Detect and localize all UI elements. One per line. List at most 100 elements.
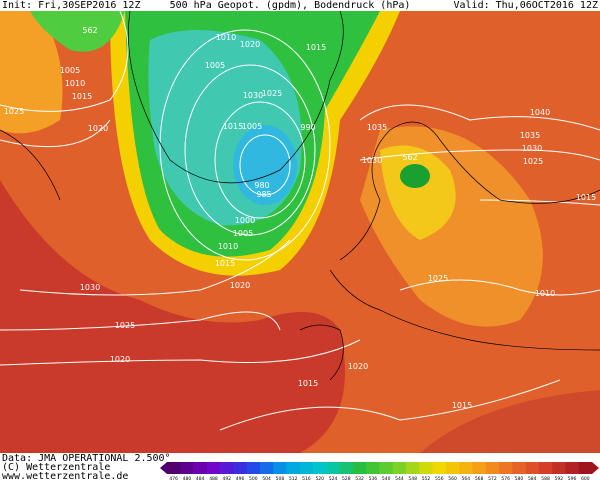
legend-label: 600 <box>581 476 590 482</box>
legend-swatch <box>339 462 354 474</box>
legend-label: 560 <box>448 476 457 482</box>
copyright: (C) Wetterzentrale <box>2 462 110 473</box>
legend-label: 556 <box>435 476 444 482</box>
legend-swatch <box>220 462 234 474</box>
isobar-label: 1035 <box>367 123 387 132</box>
isobar-label: 1005 <box>60 66 80 75</box>
legend-label: 500 <box>249 476 258 482</box>
legend-label: 580 <box>515 476 524 482</box>
warm-area <box>420 390 600 453</box>
isobar-label: 1020 <box>88 124 108 133</box>
warm-area <box>0 180 345 453</box>
legend-label: 588 <box>541 476 550 482</box>
isobar-label: 990 <box>300 123 315 132</box>
legend-label: 520 <box>315 476 324 482</box>
legend-label: 596 <box>568 476 577 482</box>
legend-swatch <box>445 462 460 474</box>
isobar-label: 562 <box>82 26 97 35</box>
ridge-area <box>0 11 63 134</box>
legend-arrow <box>160 462 167 474</box>
legend-swatch <box>167 462 181 474</box>
legend-swatch <box>180 462 194 474</box>
isobar-label: 1005 <box>205 61 225 70</box>
legend-swatch <box>552 462 566 474</box>
isobar-label: 1005 <box>233 229 253 238</box>
legend-swatch <box>299 462 314 474</box>
legend-label: 528 <box>342 476 351 482</box>
trough-core <box>233 125 297 205</box>
isobar-label: 1010 <box>65 79 85 88</box>
isobar-label: 1015 <box>306 43 326 52</box>
isobar-label: 1030 <box>80 283 100 292</box>
legend-label: 476 <box>169 476 178 482</box>
map <box>0 11 600 453</box>
legend-swatch <box>525 462 540 474</box>
isobar-label: 1025 <box>523 157 543 166</box>
isobar-label: 562 <box>402 153 417 162</box>
legend-label: 480 <box>183 476 192 482</box>
valid-time: Valid: Thu,06OCT2016 12Z <box>454 0 599 11</box>
legend-label: 552 <box>422 476 431 482</box>
isobar-label: 1020 <box>110 355 130 364</box>
legend-swatch <box>352 462 367 474</box>
legend-swatch <box>472 462 487 474</box>
legend-label: 568 <box>475 476 484 482</box>
isobar-label: 1040 <box>530 108 550 117</box>
trough-yellow <box>380 145 456 240</box>
isobar-label: 1025 <box>262 89 282 98</box>
legend-label: 524 <box>329 476 338 482</box>
isobar-label: 1015 <box>298 379 318 388</box>
legend-label: 540 <box>382 476 391 482</box>
legend-swatch <box>246 462 261 474</box>
legend-label: 492 <box>222 476 231 482</box>
legend-swatch <box>286 462 301 474</box>
isobar-label: 1020 <box>230 281 250 290</box>
map-title: 500 hPa Geopot. (gpdm), Bodendruck (hPa) <box>170 0 411 11</box>
legend-swatch <box>233 462 247 474</box>
legend-swatch <box>313 462 327 474</box>
legend-label: 584 <box>528 476 537 482</box>
legend-swatch <box>206 462 221 474</box>
legend-label: 508 <box>276 476 285 482</box>
legend-label: 576 <box>501 476 510 482</box>
color-legend: 476 480 484 488 492 496 500 504 508 512 516 520 524 5… <box>160 462 599 482</box>
isobar-label: 1015 <box>72 92 92 101</box>
legend-label: 564 <box>462 476 471 482</box>
cutoff-low <box>400 164 430 188</box>
header-bar <box>0 0 600 11</box>
legend-swatch <box>459 462 473 474</box>
legend-swatch <box>379 462 394 474</box>
legend-swatch <box>565 462 580 474</box>
legend-swatch <box>406 462 420 474</box>
legend-label: 484 <box>196 476 205 482</box>
isobar-label: 1020 <box>240 40 260 49</box>
legend-label: 572 <box>488 476 497 482</box>
legend-swatch <box>538 462 553 474</box>
isobar-label: 1015 <box>215 259 235 268</box>
legend-label: 516 <box>302 476 311 482</box>
legend-swatch <box>259 462 274 474</box>
legend-label: 496 <box>236 476 245 482</box>
isobar-label: 1005 <box>242 122 262 131</box>
isobar-label: 1025 <box>115 321 135 330</box>
isobar-labels: 562 1005 1010 1015 1025 1020 1010 1020 1015 1005 1… <box>4 26 596 410</box>
legend-label: 548 <box>408 476 417 482</box>
isobar-label: 1030 <box>243 91 263 100</box>
isobar-label: 1015 <box>452 401 472 410</box>
legend-swatch <box>419 462 433 474</box>
website: www.wetterzentrale.de <box>2 471 128 482</box>
init-time: Init: Fri,30SEP2016 12Z <box>2 0 140 11</box>
isobar-label: 985 <box>256 190 271 199</box>
legend-swatch <box>326 462 340 474</box>
isobar-label: 1010 <box>216 33 236 42</box>
isobar-label: 1010 <box>218 242 238 251</box>
isobar-label: 1025 <box>428 274 448 283</box>
legend-swatch <box>578 462 593 474</box>
legend-swatch <box>366 462 380 474</box>
legend-swatch <box>485 462 500 474</box>
legend-label: 504 <box>262 476 271 482</box>
legend-swatch <box>273 462 287 474</box>
isobar-label: 1030 <box>522 144 542 153</box>
legend-swatch <box>499 462 513 474</box>
